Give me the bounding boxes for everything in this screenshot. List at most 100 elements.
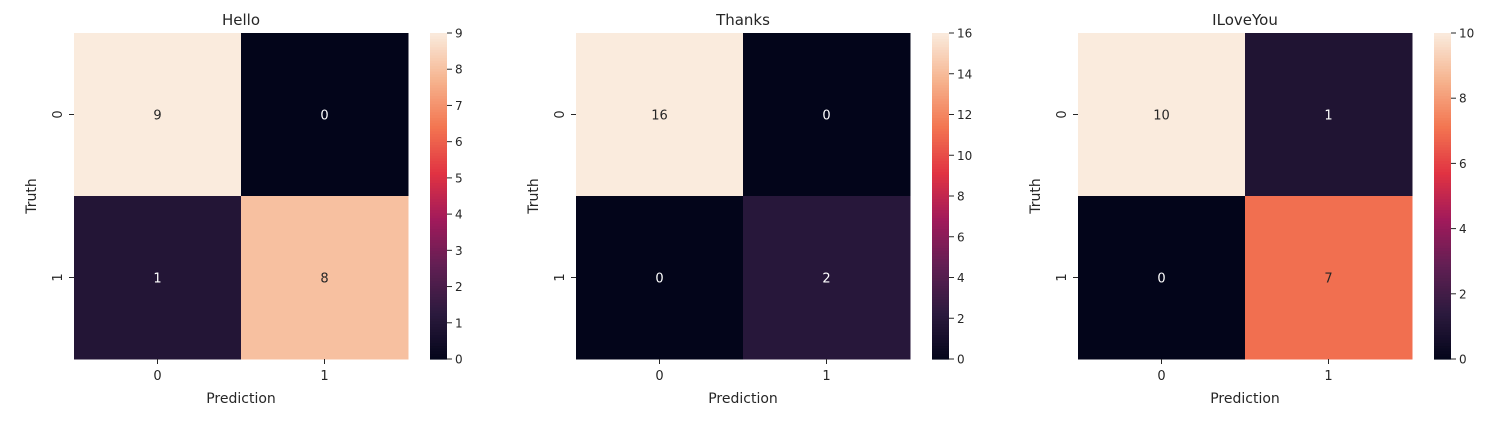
colorbar-segment: [1434, 138, 1451, 143]
y-tick-label: 1: [51, 273, 66, 281]
colorbar-segment: [1434, 244, 1451, 249]
heatmap-cell: [1245, 33, 1413, 197]
colorbar-tick-label: 8: [1459, 92, 1467, 106]
colorbar-segment: [1434, 291, 1451, 295]
colorbar-segment: [430, 323, 447, 327]
colorbar-segment: [430, 155, 447, 159]
colorbar-segment: [430, 52, 447, 56]
colorbar-segment: [932, 125, 949, 129]
colorbar-segment: [1434, 95, 1451, 99]
colorbar-segment: [1434, 356, 1451, 360]
colorbar-segment: [430, 244, 447, 249]
colorbar-segment: [1434, 98, 1451, 102]
colorbar-segment: [932, 43, 949, 48]
colorbar-segment: [1434, 282, 1451, 287]
colorbar-segment: [932, 65, 949, 69]
colorbar-segment: [430, 60, 447, 64]
colorbar-segment: [430, 84, 447, 88]
colorbar-segment: [932, 312, 949, 317]
colorbar-segment: [1434, 234, 1451, 238]
colorbar-segment: [430, 258, 447, 262]
cell-value-label: 7: [1324, 272, 1332, 287]
colorbar-segment: [1434, 71, 1451, 75]
colorbar-segment: [932, 128, 949, 132]
colorbar-segment: [430, 356, 447, 360]
colorbar-segment: [932, 190, 949, 194]
heatmap-cell: [74, 33, 242, 197]
colorbar-segment: [932, 171, 949, 175]
colorbar-segment: [430, 329, 447, 333]
colorbar-segment: [1434, 125, 1451, 129]
colorbar-segment: [430, 171, 447, 175]
colorbar-segment: [1434, 239, 1451, 243]
colorbar-tick-label: 16: [957, 27, 972, 41]
colorbar-segment: [430, 38, 447, 42]
colorbar-tick-label: 7: [455, 99, 463, 113]
colorbar-segment: [932, 291, 949, 295]
colorbar-segment: [932, 293, 949, 298]
colorbar-segment: [932, 326, 949, 330]
colorbar-segment: [1434, 57, 1451, 61]
colorbar-segment: [1434, 79, 1451, 83]
colorbar-segment: [932, 119, 949, 124]
colorbar-segment: [430, 223, 447, 227]
colorbar-segment: [1434, 43, 1451, 48]
colorbar-tick-label: 0: [957, 353, 965, 367]
colorbar-segment: [932, 274, 949, 279]
colorbar-segment: [1434, 198, 1451, 203]
colorbar-segment: [1434, 90, 1451, 94]
colorbar-segment: [430, 133, 447, 137]
colorbar-segment: [1434, 331, 1451, 336]
colorbar-segment: [932, 204, 949, 208]
colorbar-segment: [430, 109, 447, 113]
colorbar-segment: [1434, 204, 1451, 208]
colorbar-segment: [1434, 60, 1451, 64]
colorbar-segment: [1434, 52, 1451, 56]
colorbar-segment: [430, 285, 447, 289]
colorbar-segment: [932, 288, 949, 292]
colorbar-segment: [932, 307, 949, 311]
colorbar-segment: [932, 250, 949, 254]
colorbar-segment: [1434, 155, 1451, 159]
colorbar-segment: [430, 307, 447, 311]
colorbar-segment: [932, 217, 949, 222]
colorbar-segment: [430, 157, 447, 162]
colorbar-segment: [932, 236, 949, 241]
cell-value-label: 0: [320, 109, 328, 124]
colorbar-segment: [430, 90, 447, 94]
colorbar-segment: [932, 79, 949, 83]
colorbar-segment: [932, 157, 949, 162]
colorbar-segment: [932, 223, 949, 227]
colorbar-segment: [932, 182, 949, 186]
cell-value-label: 1: [1324, 109, 1332, 124]
colorbar-segment: [1434, 122, 1451, 126]
colorbar-segment: [932, 187, 949, 192]
colorbar-segment: [430, 215, 447, 219]
colorbar-segment: [932, 100, 949, 105]
colorbar-segment: [430, 62, 447, 67]
colorbar-segment: [430, 196, 447, 200]
colorbar-segment: [1434, 217, 1451, 222]
colorbar-segment: [1434, 136, 1451, 140]
colorbar-segment: [1434, 81, 1451, 86]
colorbar-segment: [932, 261, 949, 265]
colorbar-segment: [1434, 288, 1451, 292]
heatmap-cell: [576, 196, 744, 360]
colorbar-segment: [932, 331, 949, 336]
colorbar-segment: [430, 106, 447, 110]
heatmap-cell: [1078, 196, 1246, 360]
cell-value-label: 8: [320, 272, 328, 287]
colorbar-segment: [1434, 307, 1451, 311]
colorbar-segment: [1434, 109, 1451, 113]
colorbar-segment: [1434, 171, 1451, 175]
colorbar-tick-label: 6: [1459, 157, 1467, 171]
x-tick-label: 0: [1157, 369, 1165, 384]
colorbar-segment: [1434, 100, 1451, 105]
colorbar-segment: [1434, 250, 1451, 254]
colorbar-segment: [932, 266, 949, 270]
colorbar-segment: [430, 339, 447, 344]
colorbar-segment: [932, 320, 949, 325]
colorbar-segment: [1434, 212, 1451, 216]
colorbar-segment: [430, 160, 447, 164]
colorbar-segment: [430, 220, 447, 224]
